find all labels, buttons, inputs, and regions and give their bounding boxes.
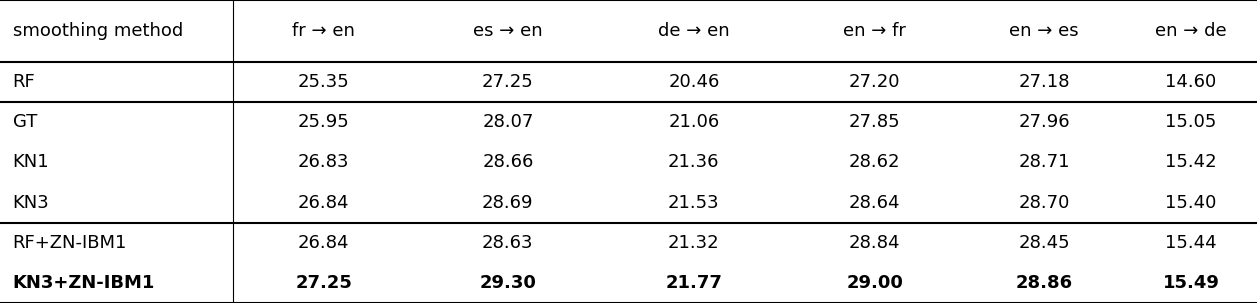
Text: 26.83: 26.83 — [298, 154, 349, 171]
Text: 14.60: 14.60 — [1165, 73, 1217, 91]
Text: 21.77: 21.77 — [665, 274, 723, 292]
Text: 27.96: 27.96 — [1018, 113, 1070, 131]
Text: 28.07: 28.07 — [483, 113, 533, 131]
Text: 29.00: 29.00 — [846, 274, 904, 292]
Text: 27.18: 27.18 — [1018, 73, 1070, 91]
Text: 27.25: 27.25 — [481, 73, 534, 91]
Text: RF: RF — [13, 73, 35, 91]
Text: 28.71: 28.71 — [1018, 154, 1070, 171]
Text: 29.30: 29.30 — [479, 274, 537, 292]
Text: GT: GT — [13, 113, 36, 131]
Text: RF+ZN-IBM1: RF+ZN-IBM1 — [13, 234, 127, 252]
Text: 28.45: 28.45 — [1018, 234, 1070, 252]
Text: en → fr: en → fr — [843, 22, 906, 40]
Text: 28.86: 28.86 — [1016, 274, 1072, 292]
Text: 25.95: 25.95 — [298, 113, 349, 131]
Text: 15.40: 15.40 — [1165, 194, 1217, 211]
Text: 28.63: 28.63 — [483, 234, 533, 252]
Text: smoothing method: smoothing method — [13, 22, 182, 40]
Text: 27.25: 27.25 — [295, 274, 352, 292]
Text: 27.20: 27.20 — [850, 73, 900, 91]
Text: 21.06: 21.06 — [669, 113, 719, 131]
Text: 28.62: 28.62 — [850, 154, 900, 171]
Text: 15.49: 15.49 — [1163, 274, 1219, 292]
Text: 20.46: 20.46 — [669, 73, 719, 91]
Text: en → es: en → es — [1009, 22, 1079, 40]
Text: 21.53: 21.53 — [667, 194, 720, 211]
Text: 21.32: 21.32 — [667, 234, 720, 252]
Text: KN1: KN1 — [13, 154, 49, 171]
Text: 15.42: 15.42 — [1165, 154, 1217, 171]
Text: 28.66: 28.66 — [483, 154, 533, 171]
Text: 28.69: 28.69 — [483, 194, 533, 211]
Text: 26.84: 26.84 — [298, 194, 349, 211]
Text: 15.44: 15.44 — [1165, 234, 1217, 252]
Text: es → en: es → en — [473, 22, 543, 40]
Text: KN3+ZN-IBM1: KN3+ZN-IBM1 — [13, 274, 155, 292]
Text: 27.85: 27.85 — [848, 113, 901, 131]
Text: 25.35: 25.35 — [298, 73, 349, 91]
Text: 26.84: 26.84 — [298, 234, 349, 252]
Text: 15.05: 15.05 — [1165, 113, 1217, 131]
Text: 28.84: 28.84 — [850, 234, 900, 252]
Text: KN3: KN3 — [13, 194, 49, 211]
Text: fr → en: fr → en — [292, 22, 356, 40]
Text: 28.64: 28.64 — [850, 194, 900, 211]
Text: en → de: en → de — [1155, 22, 1227, 40]
Text: de → en: de → en — [659, 22, 729, 40]
Text: 28.70: 28.70 — [1018, 194, 1070, 211]
Text: 21.36: 21.36 — [669, 154, 719, 171]
